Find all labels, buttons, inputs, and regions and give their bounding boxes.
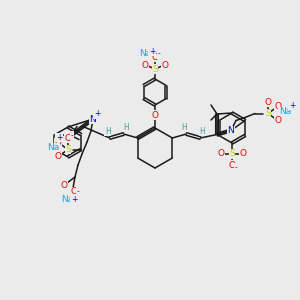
Text: S: S <box>265 109 271 118</box>
Text: O: O <box>142 61 148 70</box>
Text: +: + <box>149 46 155 56</box>
Text: N: N <box>228 126 234 135</box>
Text: Na: Na <box>139 49 151 58</box>
Text: O: O <box>265 98 272 107</box>
Text: O: O <box>64 134 71 143</box>
Text: O: O <box>229 160 236 169</box>
Text: O: O <box>239 149 247 158</box>
Text: H: H <box>200 127 205 136</box>
Text: O: O <box>55 152 62 161</box>
Text: -: - <box>235 164 237 172</box>
Text: O: O <box>152 52 158 62</box>
Text: -: - <box>158 50 160 58</box>
Text: S: S <box>65 145 71 154</box>
Text: O: O <box>152 110 158 119</box>
Text: S: S <box>229 149 235 158</box>
Text: Na: Na <box>61 194 73 203</box>
Text: +: + <box>289 101 295 110</box>
Text: O: O <box>274 102 281 111</box>
Text: S: S <box>152 64 158 74</box>
Text: O: O <box>70 188 77 196</box>
Text: H: H <box>182 122 187 131</box>
Text: O: O <box>55 138 62 147</box>
Text: +: + <box>71 194 77 203</box>
Text: O: O <box>161 61 169 70</box>
Text: Na: Na <box>279 107 291 116</box>
Text: O: O <box>218 149 224 158</box>
Text: N: N <box>90 115 96 124</box>
Text: +: + <box>56 133 62 142</box>
Text: O: O <box>61 181 68 190</box>
Text: -: - <box>70 131 74 140</box>
Text: H: H <box>105 127 111 136</box>
Text: O: O <box>274 116 281 125</box>
Text: Na: Na <box>47 143 59 152</box>
Text: H: H <box>123 122 129 131</box>
Text: -: - <box>76 188 80 196</box>
Text: +: + <box>94 110 100 118</box>
